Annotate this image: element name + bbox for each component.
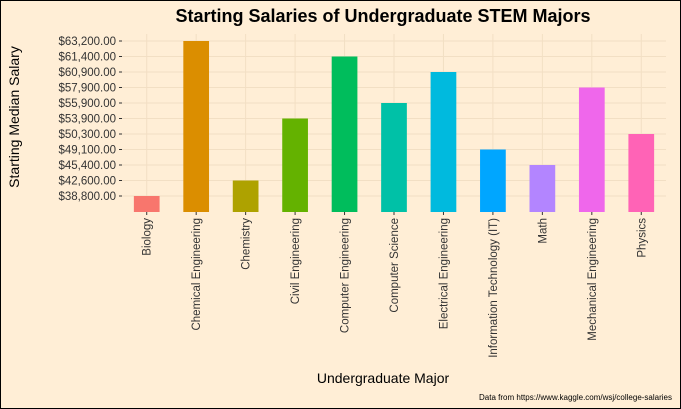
chart-title: Starting Salaries of Undergraduate STEM … (175, 6, 590, 26)
y-tick-label: $61,400.00 (58, 52, 116, 64)
bar-physics (628, 134, 655, 212)
y-tick-label: $60,900.00 (58, 67, 116, 79)
bar-electrical-engineering (430, 72, 457, 212)
y-tick-label: $53,900.00 (58, 114, 116, 126)
y-tick-label: $50,300.00 (58, 129, 116, 141)
x-tick-label: Math (537, 218, 549, 244)
y-tick-label: $42,600.00 (58, 176, 116, 188)
y-tick-label: $57,900.00 (58, 83, 116, 95)
x-tick-label: Computer Science (389, 218, 401, 313)
x-tick-label: Electrical Engineering (438, 218, 450, 329)
y-axis-tick-labels: $38,800.00 $42,600.00 $45,400.00 $49,100.00… (58, 36, 122, 203)
x-tick-label: Physics (636, 218, 648, 258)
bar-mechanical-engineering (578, 87, 605, 212)
x-tick-label: Civil Engineering (290, 218, 302, 304)
x-tick-label: Computer Engineering (340, 218, 352, 333)
bar-chemical-engineering (183, 41, 210, 212)
x-tick-label: Biology (142, 218, 154, 256)
bar-math (529, 165, 556, 212)
y-tick-label: $45,400.00 (58, 160, 116, 172)
chart-caption: Data from https://www.kaggle.com/wsj/col… (479, 393, 672, 402)
y-tick-label: $55,900.00 (58, 98, 116, 110)
x-tick-label: Information Technology (IT) (488, 218, 500, 358)
bar-information-technology-it (480, 149, 506, 212)
bar-biology (133, 196, 160, 212)
y-tick-label: $49,100.00 (58, 145, 116, 157)
x-axis-title: Undergraduate Major (317, 370, 450, 386)
y-tick-label: $63,200.00 (58, 36, 116, 48)
bar-computer-science (381, 103, 407, 212)
grid-lines (122, 34, 666, 212)
bar-civil-engineering (282, 118, 308, 212)
x-tick-label: Mechanical Engineering (587, 218, 599, 341)
bars (133, 41, 655, 212)
y-axis-title: Starting Median Salary (6, 46, 22, 188)
bar-computer-engineering (331, 56, 358, 212)
bar-chemistry (232, 180, 259, 212)
x-tick-label: Chemistry (241, 218, 253, 270)
x-tick-label: Chemical Engineering (191, 218, 203, 331)
x-axis-tick-labels: Biology Chemical Engineering Chemistry Civi… (142, 212, 648, 358)
y-tick-label: $38,800.00 (58, 191, 116, 203)
